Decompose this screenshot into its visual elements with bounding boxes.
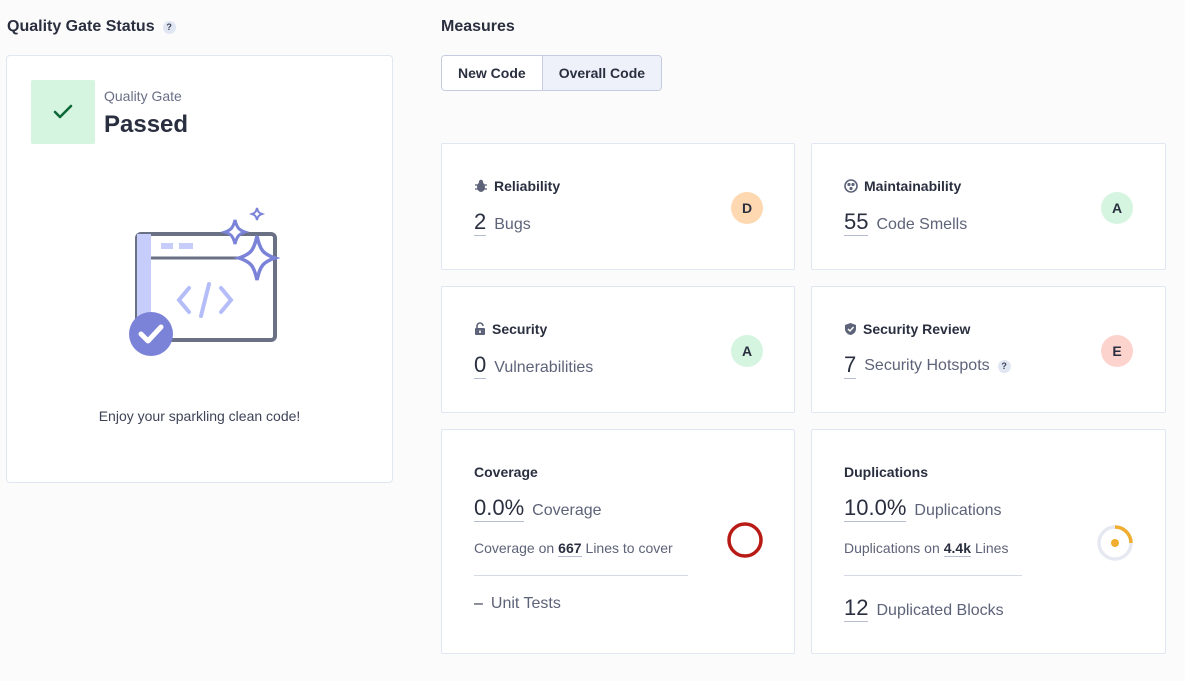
- checkmark-icon: [53, 104, 73, 119]
- help-icon[interactable]: ?: [162, 20, 176, 34]
- duplications-lines-suffix: Lines: [974, 540, 1009, 556]
- security-review-rating[interactable]: E: [1101, 335, 1133, 367]
- security-card: Security 0 Vulnerabilities A: [441, 286, 795, 413]
- duplications-metric: 10.0% Duplications: [844, 496, 1002, 522]
- divider: [844, 575, 1022, 576]
- quality-gate-status: Passed: [104, 111, 189, 138]
- passed-badge: [31, 80, 95, 144]
- security-review-card: Security Review 7 Security Hotspots ? E: [811, 286, 1166, 413]
- quality-gate-heading: Quality Gate Status: [7, 18, 155, 35]
- coverage-card: Coverage 0.0% Coverage Coverage on 667 L…: [441, 429, 795, 654]
- security-rating[interactable]: A: [731, 335, 763, 367]
- shield-icon: [845, 323, 856, 335]
- duplicated-blocks-count[interactable]: 12: [844, 595, 869, 622]
- tab-overall-code[interactable]: Overall Code: [541, 56, 662, 90]
- coverage-lines-suffix: Lines to cover: [585, 540, 673, 556]
- duplications-indicator: [1097, 525, 1133, 561]
- divider: [474, 575, 688, 576]
- vulnerabilities-label: Vulnerabilities: [494, 359, 594, 376]
- maintainability-rating[interactable]: A: [1101, 192, 1133, 224]
- reliability-card: Reliability 2 Bugs D: [441, 143, 795, 270]
- clean-code-illustration: [129, 207, 281, 356]
- code-smells-label: Code Smells: [876, 216, 968, 233]
- maintainability-metric: 55 Code Smells: [844, 210, 967, 236]
- tab-new-code[interactable]: New Code: [442, 56, 542, 90]
- measures-heading: Measures: [441, 18, 515, 35]
- lock-icon: [475, 322, 485, 335]
- duplications-lines: Duplications on 4.4k Lines: [844, 540, 1008, 557]
- bugs-label: Bugs: [494, 216, 531, 233]
- lines-to-cover-count[interactable]: 667: [558, 540, 582, 557]
- hotspots-count[interactable]: 7: [844, 352, 857, 379]
- quality-gate-label: Quality Gate: [104, 88, 182, 104]
- maintainability-card: Maintainability 55 Code Smells A: [811, 143, 1166, 270]
- maintainability-icon: [844, 179, 858, 193]
- coverage-indicator: [727, 522, 763, 558]
- reliability-title: Reliability: [494, 178, 561, 194]
- security-metric: 0 Vulnerabilities: [474, 353, 593, 379]
- duplications-percent[interactable]: 10.0%: [844, 495, 907, 522]
- duplicated-lines-count[interactable]: 4.4k: [943, 540, 971, 557]
- coverage-title: Coverage: [474, 464, 538, 480]
- hotspots-label: Security Hotspots: [864, 357, 990, 374]
- coverage-percent[interactable]: 0.0%: [474, 495, 525, 522]
- coverage-label: Coverage: [532, 502, 602, 519]
- help-icon[interactable]: ?: [997, 359, 1011, 373]
- security-review-metric: 7 Security Hotspots ?: [844, 353, 1011, 379]
- code-smells-count[interactable]: 55: [844, 209, 869, 236]
- duplications-lines-prefix: Duplications on: [844, 540, 940, 556]
- quality-gate-message: Enjoy your sparkling clean code!: [98, 408, 301, 424]
- maintainability-title: Maintainability: [864, 178, 962, 194]
- unit-tests-metric: – Unit Tests: [474, 595, 561, 613]
- unit-tests-value: –: [474, 595, 483, 612]
- quality-gate-section-title: Quality Gate Status ?: [7, 18, 176, 36]
- code-period-toggle: New Code Overall Code: [441, 55, 663, 91]
- security-title: Security: [492, 321, 548, 337]
- bug-icon: [475, 179, 487, 192]
- coverage-metric: 0.0% Coverage: [474, 496, 602, 522]
- duplicated-blocks-label: Duplicated Blocks: [876, 602, 1004, 619]
- quality-gate-card: Quality Gate Passed Enjoy your sparkling…: [6, 55, 393, 483]
- vulnerabilities-count[interactable]: 0: [474, 352, 487, 379]
- duplications-title: Duplications: [844, 464, 929, 480]
- bugs-count[interactable]: 2: [474, 209, 487, 236]
- reliability-metric: 2 Bugs: [474, 210, 531, 236]
- duplicated-blocks-metric: 12 Duplicated Blocks: [844, 596, 1004, 622]
- coverage-lines-prefix: Coverage on: [474, 540, 555, 556]
- duplications-card: Duplications 10.0% Duplications Duplicat…: [811, 429, 1166, 654]
- unit-tests-label: Unit Tests: [490, 595, 561, 612]
- duplications-label: Duplications: [914, 502, 1002, 519]
- security-review-title: Security Review: [863, 321, 971, 337]
- coverage-lines: Coverage on 667 Lines to cover: [474, 540, 673, 557]
- reliability-rating[interactable]: D: [731, 192, 763, 224]
